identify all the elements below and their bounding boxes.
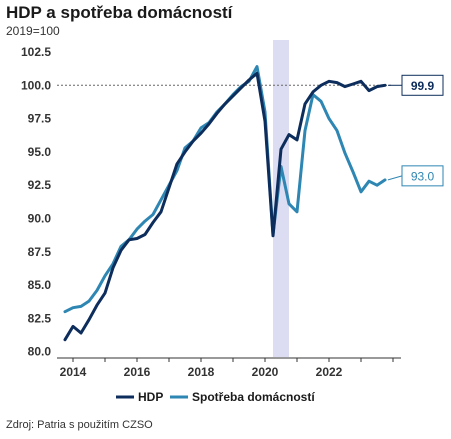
y-tick-label: 85.0 bbox=[28, 278, 52, 292]
source-note: Zdroj: Patria s použitím CZSO bbox=[6, 419, 153, 431]
shaded-period bbox=[273, 40, 289, 357]
x-tick-label: 2018 bbox=[188, 365, 215, 379]
callout-connector-spotreba bbox=[387, 175, 403, 181]
x-tick-label: 2022 bbox=[316, 365, 343, 379]
y-tick-label: 90.0 bbox=[28, 211, 52, 225]
callout-value-hdp: 99.9 bbox=[411, 79, 435, 93]
callout-box-hdp bbox=[401, 74, 444, 96]
series-line-hdp bbox=[63, 71, 387, 342]
legend-label-spotreba: Spotřeba domácností bbox=[192, 390, 315, 404]
y-tick-label: 87.5 bbox=[28, 245, 52, 259]
legend-label-hdp: HDP bbox=[138, 390, 163, 404]
x-tick-label: 2014 bbox=[60, 365, 87, 379]
y-tick-label: 97.5 bbox=[28, 112, 52, 126]
y-tick-label: 102.5 bbox=[21, 45, 51, 59]
y-tick-label: 82.5 bbox=[28, 311, 52, 325]
callout-value-spotreba: 93.0 bbox=[411, 169, 435, 183]
y-tick-label: 80.0 bbox=[28, 345, 52, 359]
y-tick-label: 100.0 bbox=[21, 78, 51, 92]
callout-box-spotreba bbox=[401, 165, 444, 187]
chart-subtitle: 2019=100 bbox=[6, 24, 60, 38]
y-tick-label: 95.0 bbox=[28, 145, 52, 159]
x-tick-label: 2016 bbox=[124, 365, 151, 379]
y-tick-label: 92.5 bbox=[28, 178, 52, 192]
x-tick-label: 2020 bbox=[252, 365, 279, 379]
chart-title: HDP a spotřeba domácností bbox=[6, 3, 233, 22]
